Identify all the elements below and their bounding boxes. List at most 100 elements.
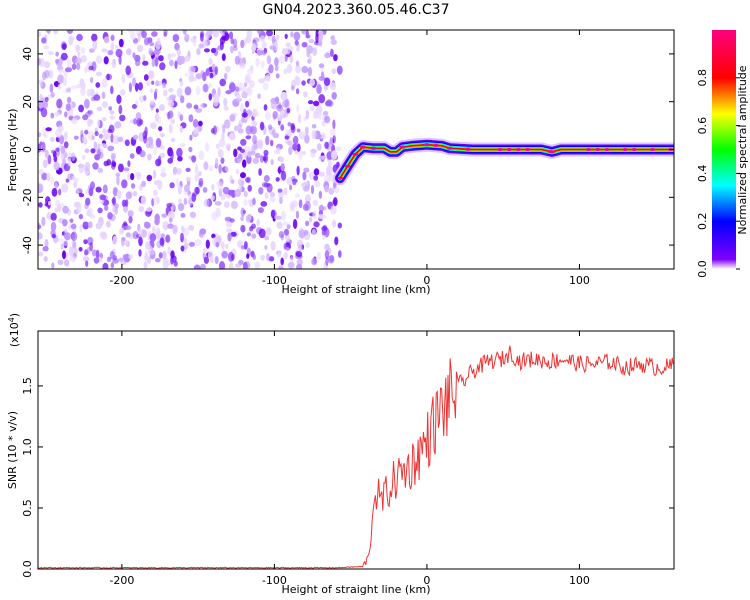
noise-blob (220, 193, 226, 201)
noise-blob (188, 224, 195, 231)
noise-blob (327, 161, 333, 167)
noise-blob (138, 119, 144, 125)
noise-blob (212, 30, 219, 38)
ridge-hotspot (465, 147, 472, 151)
noise-blob (241, 112, 248, 118)
noise-blob (71, 175, 76, 181)
noise-blob (134, 171, 141, 177)
noise-blob (329, 254, 335, 262)
noise-blob (96, 106, 103, 112)
noise-blob (245, 125, 253, 135)
noise-blob (246, 232, 251, 237)
noise-blob (225, 243, 229, 250)
noise-blob (267, 124, 273, 131)
noise-blob (48, 69, 54, 79)
noise-blob (222, 124, 226, 134)
noise-blob (63, 131, 68, 141)
noise-blob (194, 164, 199, 174)
chart-title: GN04.2023.360.05.46.C37 (263, 2, 450, 18)
noise-blob (60, 202, 65, 209)
noise-blob (311, 124, 317, 129)
noise-blob (117, 163, 124, 173)
noise-blob (63, 259, 70, 267)
noise-blob (49, 83, 54, 93)
noise-blob (38, 202, 43, 208)
noise-blob (208, 57, 213, 65)
x-tick-label: 0 (423, 574, 430, 587)
noise-blob (276, 221, 283, 229)
noise-blob (43, 133, 48, 139)
noise-blob (292, 180, 297, 186)
noise-blob (226, 228, 233, 233)
noise-blob (321, 229, 327, 236)
noise-blob (320, 214, 327, 219)
noise-blob (311, 229, 316, 235)
noise-blob (239, 103, 245, 114)
noise-blob (240, 207, 245, 217)
noise-blob (48, 200, 52, 206)
noise-blob (114, 207, 118, 215)
noise-blob (144, 222, 151, 229)
noise-blob (62, 77, 67, 86)
colorbar-tick-label: 0.2 (696, 212, 709, 230)
ridge-hotspot (515, 148, 522, 151)
noise-blob (310, 184, 315, 195)
noise-blob (246, 86, 253, 96)
noise-blob (313, 100, 320, 107)
noise-blob (239, 148, 245, 153)
noise-blob (304, 126, 309, 136)
noise-blob (280, 163, 285, 172)
noise-blob (316, 143, 322, 151)
noise-blob (215, 143, 220, 150)
noise-blob (159, 144, 165, 150)
noise-blob (52, 150, 57, 158)
noise-blob (283, 243, 287, 250)
noise-blob (47, 51, 55, 55)
noise-blob (301, 66, 309, 74)
noise-blob (280, 210, 286, 221)
noise-blob (65, 152, 73, 157)
noise-blob (110, 85, 114, 95)
noise-blob (44, 238, 49, 248)
noise-blob (179, 80, 184, 87)
noise-blob (107, 256, 111, 261)
noise-blob (127, 160, 131, 168)
noise-blob (174, 60, 178, 69)
noise-blob (322, 110, 329, 117)
noise-blob (91, 249, 97, 257)
noise-blob (117, 136, 124, 143)
noise-blob (328, 187, 335, 195)
noise-blob (323, 206, 327, 211)
noise-blob (324, 52, 331, 59)
noise-blob (88, 65, 94, 71)
noise-blob (319, 171, 325, 177)
noise-blob (141, 180, 147, 188)
noise-blob (125, 232, 131, 238)
noise-blob (121, 74, 126, 84)
noise-blob (102, 184, 108, 194)
noise-blob (213, 93, 220, 104)
noise-blob (47, 30, 51, 35)
noise-blob (212, 125, 217, 135)
noise-blob (219, 30, 223, 35)
noise-blob (161, 213, 168, 218)
noise-blob (279, 196, 283, 205)
noise-blob (238, 178, 245, 187)
noise-blob (99, 194, 106, 201)
noise-blob (84, 129, 89, 135)
noise-blob (71, 63, 77, 70)
noise-blob (283, 187, 288, 196)
noise-blob (240, 216, 244, 221)
noise-blob (333, 54, 338, 62)
noise-blob (287, 122, 292, 127)
noise-blob (252, 112, 257, 118)
noise-blob (277, 114, 281, 122)
noise-blob (83, 239, 88, 245)
noise-blob (237, 158, 242, 164)
noise-blob (312, 47, 318, 56)
noise-blob (82, 134, 87, 144)
noise-blob (128, 30, 136, 34)
noise-blob (135, 59, 141, 67)
noise-blob (38, 224, 42, 229)
noise-blob (266, 30, 273, 37)
